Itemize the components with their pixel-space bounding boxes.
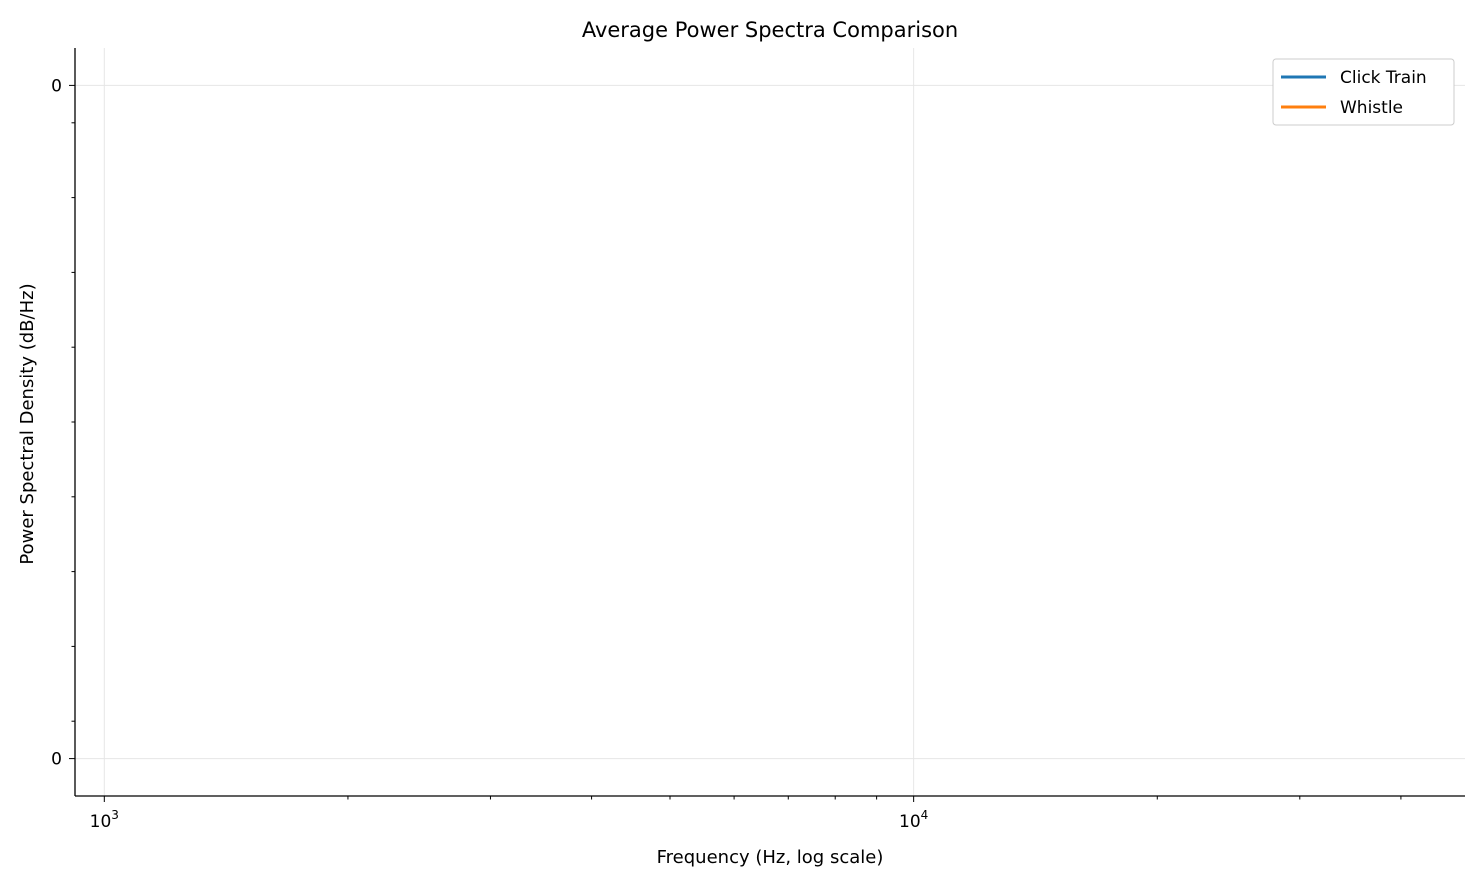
y-axis-label: Power Spectral Density (dB/Hz) [17,283,38,564]
x-tick-label: 104 [899,808,928,832]
legend-label: Whistle [1340,98,1403,118]
y-tick-label: 0 [51,76,62,96]
x-tick-label-base: 10 [899,812,921,832]
x-axis-ticks: 103 104 [90,796,1402,832]
y-axis-ticks: 00 [51,76,75,770]
x-axis-label: Frequency (Hz, log scale) [657,847,884,868]
x-tick-label-exponent: 4 [921,808,929,822]
chart-title: Average Power Spectra Comparison [582,18,958,42]
y-tick-label: 0 [51,750,62,770]
grid-lines [75,48,1465,796]
x-tick-label: 103 [90,808,119,832]
legend-label: Click Train [1340,68,1427,88]
x-tick-label-exponent: 3 [111,808,119,822]
legend: Click Train Whistle [1272,58,1455,126]
x-tick-label-base: 10 [90,812,112,832]
